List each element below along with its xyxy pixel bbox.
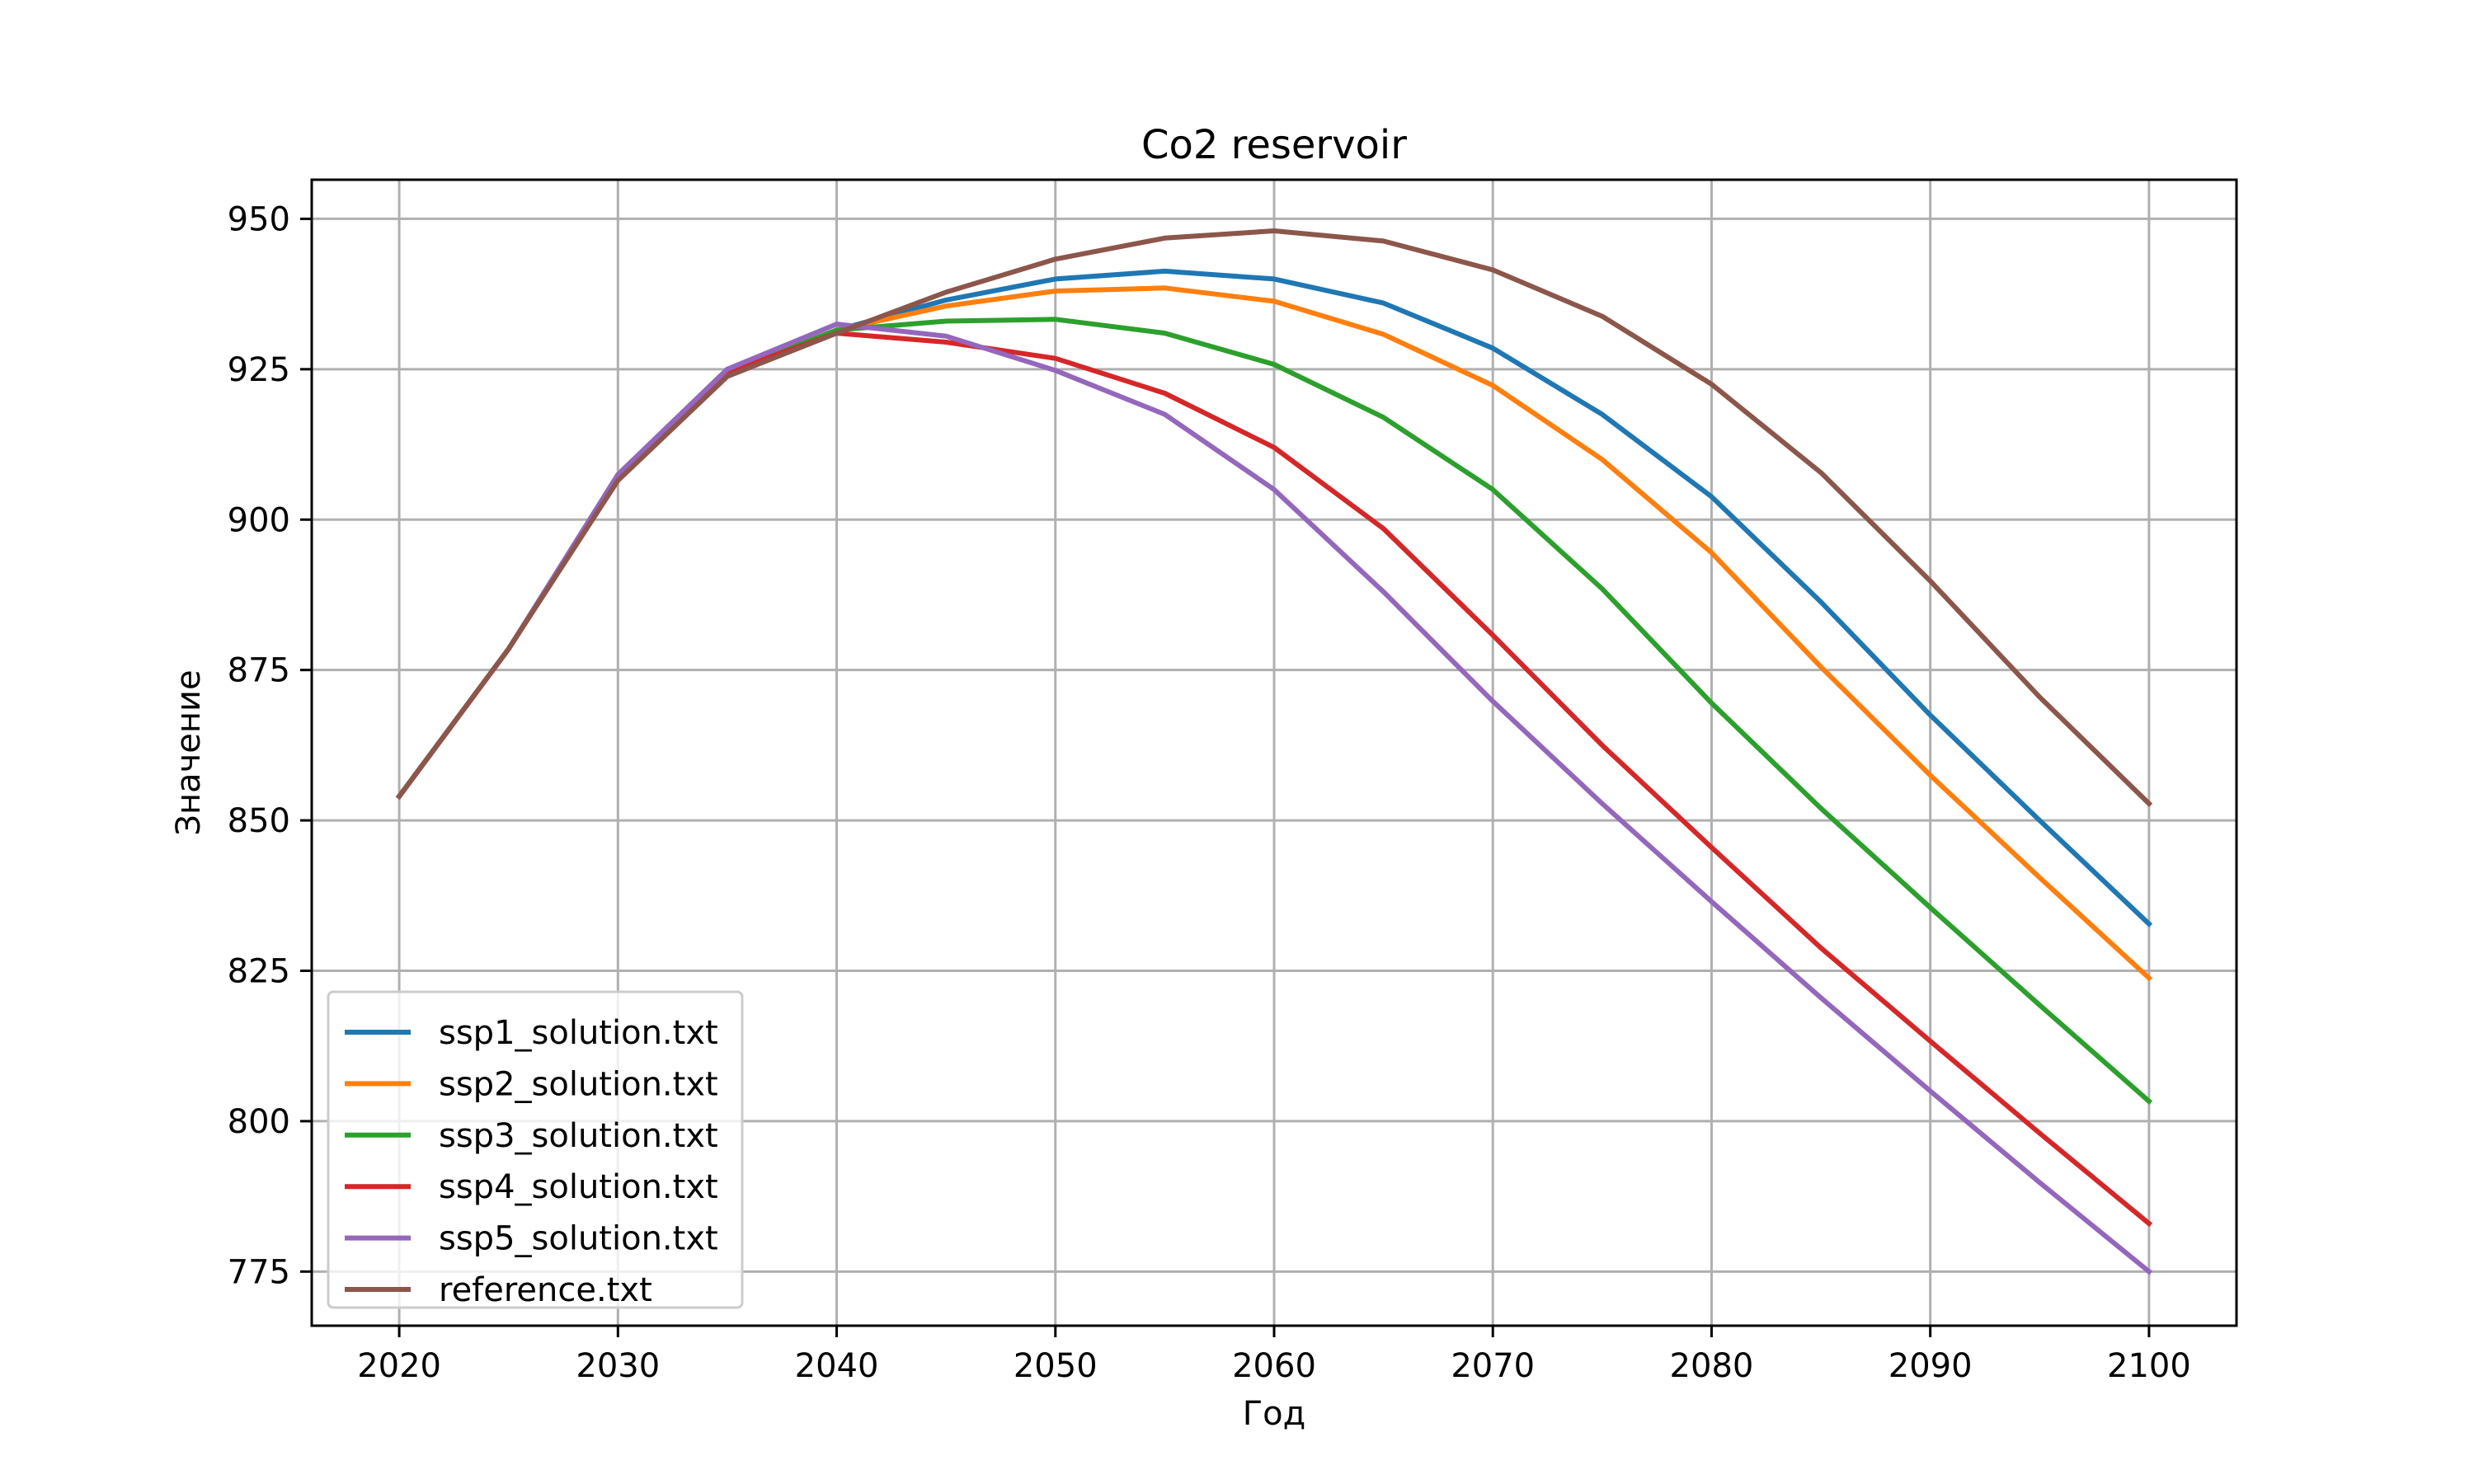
y-tick-label: 900 xyxy=(228,501,290,539)
legend-label: ssp2_solution.txt xyxy=(439,1065,718,1103)
legend-label: ssp5_solution.txt xyxy=(439,1220,718,1258)
x-tick-label: 2060 xyxy=(1232,1347,1316,1385)
x-axis-label: Год xyxy=(1243,1395,1306,1433)
x-tick-label: 2070 xyxy=(1451,1347,1535,1385)
x-tick-label: 2030 xyxy=(576,1347,660,1385)
y-tick-label: 875 xyxy=(228,652,290,690)
series-line-5 xyxy=(395,322,2153,1275)
y-tick-label: 850 xyxy=(228,802,290,840)
x-tick-label: 2050 xyxy=(1014,1347,1098,1385)
legend-box xyxy=(327,990,744,1309)
legend-label: reference.txt xyxy=(439,1271,652,1309)
series-lines xyxy=(395,228,2153,1275)
chart-title: Co2 reservoir xyxy=(1141,122,1407,168)
y-tick-label: 925 xyxy=(228,351,290,389)
series-line-6 xyxy=(395,228,2153,807)
y-tick-label: 775 xyxy=(228,1253,290,1291)
grid xyxy=(312,180,2236,1326)
x-tick-label: 2090 xyxy=(1888,1347,1973,1385)
legend: ssp1_solution.txt ssp2_solution.txt ssp3_s… xyxy=(327,990,744,1309)
legend-label: ssp1_solution.txt xyxy=(439,1014,718,1052)
legend-label: ssp4_solution.txt xyxy=(439,1168,718,1206)
axis-ticks: 2020 2030 2040 2050 2060 2070 2080 2090 2100 775 8… xyxy=(228,200,2191,1385)
y-tick-label: 800 xyxy=(228,1103,290,1141)
y-tick-label: 825 xyxy=(228,953,290,991)
x-tick-label: 2080 xyxy=(1670,1347,1754,1385)
x-tick-label: 2040 xyxy=(795,1347,879,1385)
legend-label: ssp3_solution.txt xyxy=(439,1117,718,1155)
y-axis-label: Значение xyxy=(170,669,208,835)
y-tick-label: 950 xyxy=(228,200,290,238)
x-tick-label: 2020 xyxy=(357,1347,441,1385)
x-tick-label: 2100 xyxy=(2107,1347,2191,1385)
